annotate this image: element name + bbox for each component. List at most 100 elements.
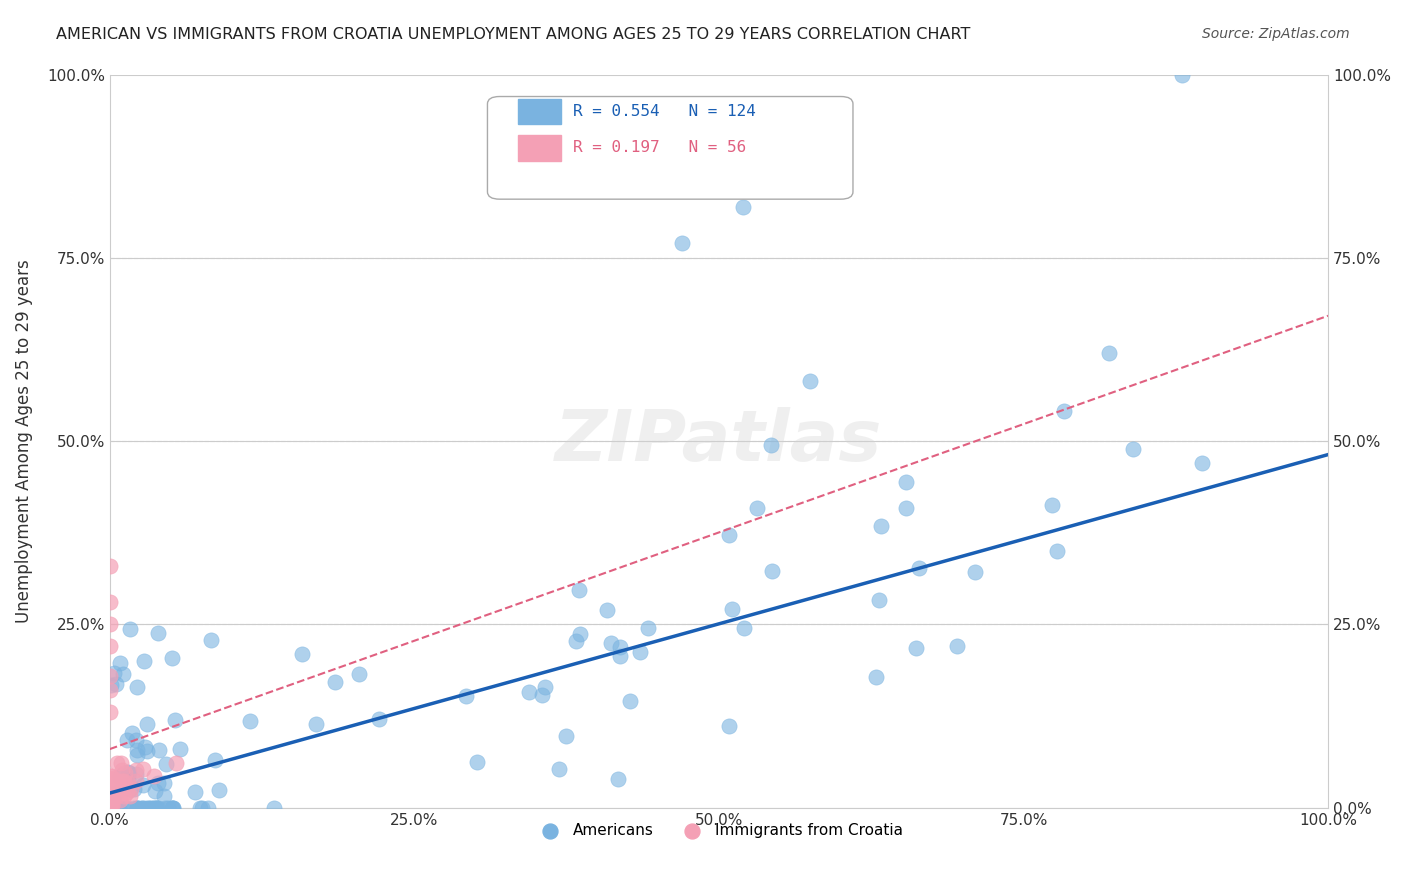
Point [160,801,183,815]
Point [98,799,121,814]
Point [291,648,314,662]
Point [98,769,121,783]
Point [100,769,122,783]
FancyBboxPatch shape [488,96,853,199]
Point [118,766,141,780]
Point [98,798,121,813]
Point [208,783,231,797]
Point [145,801,167,815]
Point [131,801,153,815]
Text: AMERICAN VS IMMIGRANTS FROM CROATIA UNEMPLOYMENT AMONG AGES 25 TO 29 YEARS CORRE: AMERICAN VS IMMIGRANTS FROM CROATIA UNEM… [56,27,970,42]
Point [98,640,121,654]
Point [127,801,149,815]
Point [870,519,893,533]
Point [103,793,125,807]
Point [118,789,141,803]
Point [98,792,121,806]
Point [759,438,782,452]
Point [156,801,179,815]
Point [108,793,131,807]
Point [98,794,121,808]
Point [905,640,928,655]
Point [98,780,121,795]
Point [733,621,755,635]
Point [146,776,169,790]
Point [115,801,138,815]
Point [894,500,917,515]
Point [125,747,148,762]
Point [100,798,122,813]
Point [98,774,121,789]
Point [104,801,127,815]
Point [131,801,153,815]
Point [963,565,986,579]
Point [112,801,135,815]
Point [148,625,170,640]
Point [98,791,121,805]
Point [98,789,121,803]
Point [162,651,184,665]
Point [155,757,177,772]
Point [1053,403,1076,417]
Point [108,656,131,670]
Point [125,733,148,747]
Point [120,781,142,796]
Point [111,773,134,788]
Point [107,801,129,815]
Point [531,688,554,702]
Point [534,680,557,694]
Point [565,634,588,648]
Point [197,801,219,815]
Point [1098,346,1121,360]
Point [105,677,128,691]
Point [98,800,121,814]
Point [596,602,619,616]
Point [609,648,631,663]
Point [568,626,591,640]
Y-axis label: Unemployment Among Ages 25 to 29 years: Unemployment Among Ages 25 to 29 years [15,260,32,623]
Point [115,785,138,799]
Point [135,744,157,758]
Point [184,785,207,799]
Point [761,565,783,579]
Point [125,743,148,757]
Point [239,714,262,728]
Point [120,782,142,797]
Point [143,769,166,783]
Point [671,236,693,251]
Point [125,763,148,777]
Point [165,756,187,771]
Point [120,622,142,636]
Point [134,801,156,815]
Point [263,801,285,815]
Point [733,200,755,214]
Point [122,801,145,815]
Point [465,755,488,769]
Point [98,706,121,720]
Point [1191,456,1213,470]
Point [188,801,211,815]
Point [200,632,222,647]
Point [162,801,184,815]
Point [132,762,155,776]
Point [117,772,139,787]
Point [1171,68,1194,82]
Point [121,726,143,740]
Point [101,801,124,815]
Point [112,773,135,788]
Point [606,772,628,787]
Point [162,801,184,815]
Point [547,762,569,776]
Point [148,742,170,756]
Point [114,766,136,780]
Point [894,475,917,489]
Point [163,713,186,727]
Point [637,621,659,635]
Point [717,528,740,542]
Point [907,561,929,575]
Point [117,775,139,789]
Point [146,801,169,815]
Point [98,774,121,789]
Point [98,793,121,807]
Point [98,798,121,813]
